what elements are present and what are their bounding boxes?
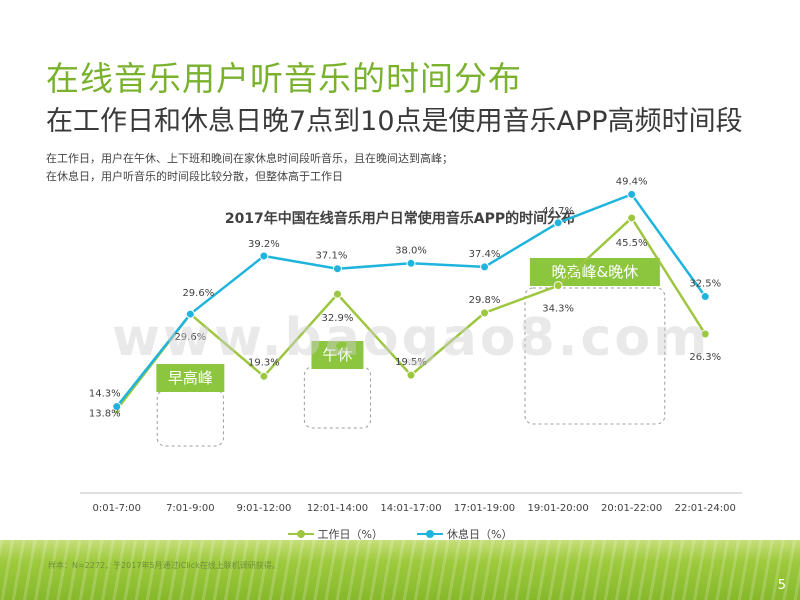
x-tick-label: 17:01-19:00 [454, 503, 515, 514]
x-tick-label: 12:01-14:00 [307, 503, 368, 514]
data-label-workday: 34.3% [542, 304, 574, 315]
legend-item-restday: 休息日（%） [417, 526, 512, 542]
data-point-workday [259, 371, 269, 381]
data-point-restday [627, 189, 637, 199]
annotation-label: 晚高峰&晚休 [552, 263, 639, 281]
data-label-workday: 29.8% [469, 295, 501, 306]
data-point-workday [700, 329, 710, 339]
data-label-restday: 29.6% [182, 288, 214, 299]
data-label-restday: 37.4% [469, 249, 501, 260]
annotation-box [524, 287, 666, 425]
x-tick-label: 0:01-7:00 [93, 503, 142, 514]
data-point-workday [480, 308, 490, 318]
data-point-restday [480, 262, 490, 272]
annotation-box [303, 366, 372, 429]
data-point-workday [553, 281, 563, 291]
data-label-restday: 32.5% [689, 279, 721, 290]
data-label-workday: 45.5% [616, 238, 648, 249]
legend-swatch-workday [287, 529, 314, 539]
x-tick-label: 20:01-22:00 [601, 503, 662, 514]
watermark: www.baogao8.com [112, 308, 711, 368]
source-note: 样本：N=2272，于2017年5月通过iClick在线上联机调研获得。 [48, 561, 280, 570]
grass-footer-band [0, 540, 800, 600]
data-label-restday: 39.2% [248, 239, 280, 250]
data-label-restday: 49.4% [616, 176, 648, 187]
legend-label-workday: 工作日（%） [317, 528, 383, 541]
data-label-restday: 14.3% [89, 389, 121, 400]
chart-legend: 工作日（%） 休息日（%） [0, 526, 800, 542]
x-tick-label: 9:01-12:00 [236, 503, 291, 514]
data-label-workday: 32.9% [322, 313, 354, 324]
data-point-restday [406, 258, 416, 268]
x-tick-label: 7:01-9:00 [166, 503, 215, 514]
data-point-workday [627, 213, 637, 223]
x-tick-label: 14:01-17:00 [380, 503, 441, 514]
annotation-box [156, 389, 224, 447]
chart-title: 2017年中国在线音乐用户日常使用音乐APP的时间分布 [224, 211, 576, 227]
description-line-1: 在工作日，用户在午休、上下班和晚间在家休息时间段听音乐，且在晚间达到高峰； [46, 152, 453, 165]
description-line-2: 在休息日，用户听音乐的时间段比较分散，但整体高于工作日 [46, 170, 343, 183]
annotation-label-bg [529, 258, 660, 286]
data-point-restday [185, 309, 195, 319]
data-label-restday: 37.1% [316, 251, 348, 262]
data-label-restday: 38.0% [395, 245, 427, 256]
legend-item-workday: 工作日（%） [287, 526, 383, 542]
data-point-restday [332, 264, 342, 274]
data-label-workday: 26.3% [689, 352, 721, 363]
page-title: 在线音乐用户听音乐的时间分布 [46, 59, 522, 98]
annotation-label: 早高峰 [168, 369, 213, 387]
annotation-label-bg [156, 364, 225, 392]
annotation-label-bg [311, 341, 364, 369]
x-tick-label: 22:01-24:00 [675, 503, 736, 514]
data-point-workday [332, 289, 342, 299]
data-point-restday [112, 402, 122, 412]
page-number: 5 [777, 578, 786, 593]
legend-label-restday: 休息日（%） [447, 528, 513, 541]
grass-texture [0, 540, 800, 600]
data-point-restday [553, 218, 563, 228]
data-point-workday [406, 370, 416, 380]
x-tick-label: 19:01-20:00 [527, 503, 588, 514]
legend-swatch-restday [417, 529, 443, 539]
page-subtitle: 在工作日和休息日晚7点到10点是使用音乐APP高频时间段 [46, 106, 743, 137]
data-label-workday: 13.8% [89, 409, 121, 420]
data-point-restday [700, 292, 710, 302]
data-label-workday: 19.3% [248, 357, 280, 368]
data-label-workday: 29.6% [174, 332, 206, 343]
annotation-label: 午休 [322, 346, 352, 364]
data-point-restday [259, 251, 269, 261]
data-label-workday: 19.5% [395, 357, 427, 368]
data-label-restday: 44.7% [542, 206, 574, 217]
